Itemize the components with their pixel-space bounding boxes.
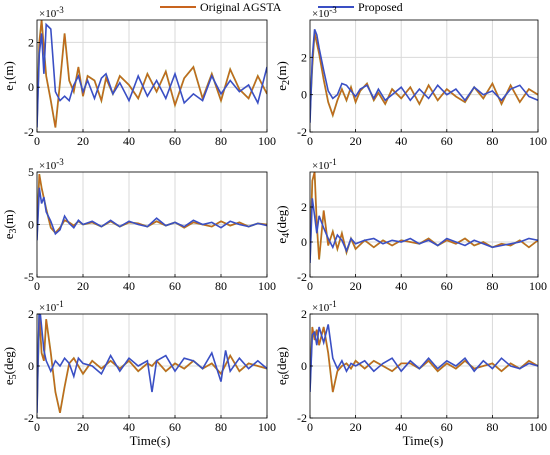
series-line-original: [310, 32, 538, 118]
x-tick-label: 80: [215, 279, 227, 293]
x-tick-label: 20: [350, 279, 362, 293]
y-multiplier: ×10-1: [312, 157, 337, 172]
x-tick-label: 20: [77, 279, 89, 293]
x-tick-label: 40: [395, 420, 407, 434]
y-tick-label: 0: [301, 359, 307, 373]
x-tick-label: 80: [486, 420, 498, 434]
legend-label-proposed: Proposed: [358, 0, 403, 14]
series-line-proposed: [37, 314, 267, 413]
y-multiplier: ×10-3: [312, 5, 337, 20]
series-line-original: [37, 20, 267, 128]
x-tick-label: 100: [258, 420, 276, 434]
x-tick-label: 0: [34, 420, 40, 434]
x-tick-label: 60: [441, 420, 453, 434]
x-axis-label-right: Time(s): [403, 433, 444, 448]
y-axis-label: e6(deg): [274, 347, 292, 385]
x-tick-label: 0: [34, 279, 40, 293]
x-tick-label: 0: [307, 420, 313, 434]
y-tick-label: 2: [301, 307, 307, 321]
y-tick-label: -5: [24, 270, 34, 284]
y-tick-label: -2: [297, 270, 307, 284]
x-tick-label: 40: [123, 279, 135, 293]
legend: Original AGSTA Proposed: [160, 0, 403, 14]
y-axis-label: e1(m): [1, 61, 19, 91]
x-tick-label: 100: [258, 279, 276, 293]
x-tick-label: 100: [529, 279, 547, 293]
y-axis-label: e3(m): [1, 210, 19, 240]
y-tick-label: -2: [24, 411, 34, 425]
y-tick-label: 0: [301, 88, 307, 102]
panel-e3: 0 20 40 60 80 100-505 ×10-3e3(m): [1, 157, 276, 293]
y-axis-label: e2(m): [274, 61, 292, 91]
y-tick-label: -2: [24, 125, 34, 139]
series-line-proposed: [310, 324, 538, 393]
x-tick-label: 0: [34, 134, 40, 148]
y-tick-label: 0: [28, 359, 34, 373]
y-axis-label: e5(deg): [1, 347, 19, 385]
x-axis-label-left: Time(s): [130, 433, 171, 448]
x-tick-label: 60: [169, 134, 181, 148]
x-tick-label: 20: [350, 420, 362, 434]
series-line-original: [37, 314, 267, 413]
plot-frame: [309, 19, 539, 133]
x-tick-label: 60: [169, 279, 181, 293]
x-tick-label: 80: [215, 134, 227, 148]
panel-e1: 0 20 40 60 80 100-202×10-3e1(m): [1, 5, 276, 148]
y-multiplier: ×10-3: [39, 157, 64, 172]
y-tick-label: 2: [28, 307, 34, 321]
x-tick-label: 0: [307, 279, 313, 293]
y-multiplier: ×10-3: [39, 5, 64, 20]
x-tick-label: 80: [215, 420, 227, 434]
x-tick-label: 40: [123, 134, 135, 148]
panel-e5: 0 20 40 60 80 100-202 ×10-1e5(deg): [1, 299, 276, 434]
series-line-proposed: [310, 29, 538, 123]
x-tick-label: 100: [529, 134, 547, 148]
x-tick-label: 40: [395, 134, 407, 148]
series-line-original-shadow: [310, 32, 538, 119]
panel-e2: 0 20 40 60 80 100-202×10-3e2(m): [274, 5, 547, 148]
legend-label-original: Original AGSTA: [200, 0, 282, 14]
x-tick-label: 80: [486, 279, 498, 293]
x-tick-label: 40: [395, 279, 407, 293]
panel-e6: 0 20 40 60 80 100-202 ×10-1e6(deg): [274, 299, 547, 434]
x-tick-label: 60: [169, 420, 181, 434]
series-line-original-shadow: [37, 314, 267, 413]
y-axis-label: e4(deg): [274, 205, 292, 243]
y-tick-label: 2: [301, 50, 307, 64]
x-tick-label: 40: [123, 420, 135, 434]
y-tick-label: -2: [297, 125, 307, 139]
y-multiplier: ×10-1: [312, 299, 337, 314]
y-tick-label: 2: [301, 200, 307, 214]
plot-frame: [309, 171, 539, 278]
panel-e4: 0 20 40 60 80 100-202×10-1e4(deg): [274, 157, 547, 293]
x-tick-label: 80: [486, 134, 498, 148]
y-multiplier: ×10-1: [39, 299, 64, 314]
x-tick-label: 20: [77, 134, 89, 148]
series-line-proposed: [310, 198, 538, 264]
series-line-proposed: [37, 22, 267, 128]
x-tick-label: 100: [258, 134, 276, 148]
y-tick-label: 0: [28, 80, 34, 94]
x-tick-label: 0: [307, 134, 313, 148]
x-tick-label: 60: [441, 134, 453, 148]
y-tick-label: 2: [28, 35, 34, 49]
x-tick-label: 60: [441, 279, 453, 293]
x-tick-label: 20: [350, 134, 362, 148]
y-tick-label: 0: [28, 218, 34, 232]
y-tick-label: -2: [297, 411, 307, 425]
panels: 0 20 40 60 80 100-202×10-3e1(m)0 20 40 60 80 100-2…: [1, 5, 547, 434]
x-tick-label: 100: [529, 420, 547, 434]
y-tick-label: 5: [28, 165, 34, 179]
x-tick-label: 20: [77, 420, 89, 434]
series-line-proposed: [37, 187, 267, 241]
y-tick-label: 0: [301, 235, 307, 249]
plot-frame: [36, 19, 268, 133]
